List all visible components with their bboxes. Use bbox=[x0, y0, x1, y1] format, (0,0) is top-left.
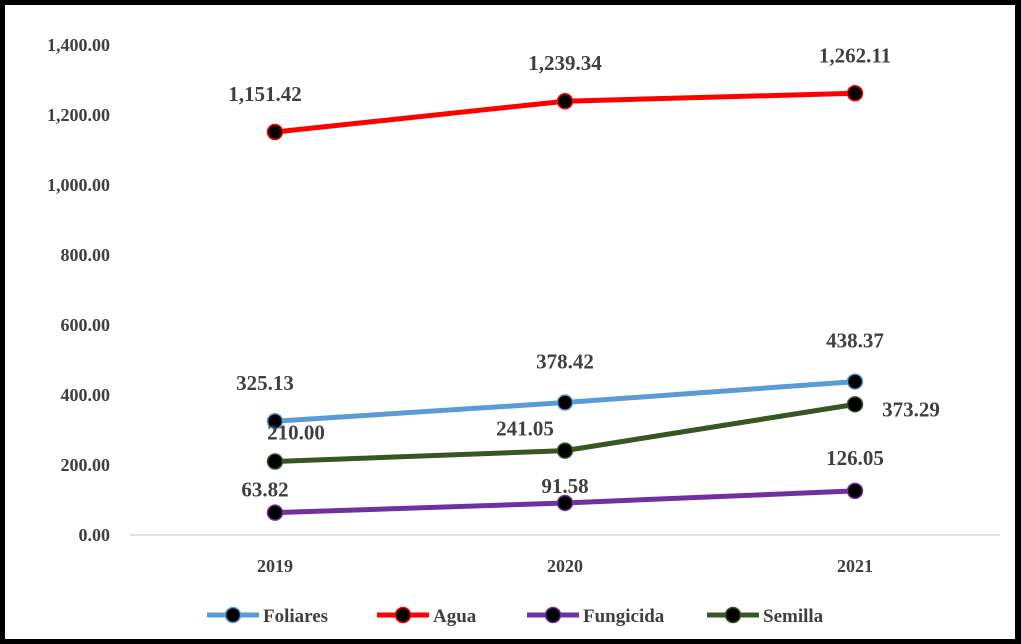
y-tick-label: 200.00 bbox=[61, 455, 111, 475]
legend-marker-agua bbox=[394, 606, 412, 624]
y-tick-label: 800.00 bbox=[61, 245, 111, 265]
data-label-agua: 1,239.34 bbox=[528, 51, 602, 75]
data-label-fungicida: 91.58 bbox=[541, 474, 588, 498]
data-label-foliares: 438.37 bbox=[826, 329, 884, 353]
data-label-semilla: 241.05 bbox=[496, 417, 554, 441]
data-point-foliares bbox=[846, 373, 864, 390]
data-point-agua bbox=[846, 85, 864, 102]
y-tick-label: 0.00 bbox=[79, 525, 111, 545]
data-point-semilla bbox=[556, 442, 574, 459]
legend-label-foliares: Foliares bbox=[263, 606, 328, 627]
data-point-semilla bbox=[266, 453, 284, 470]
data-point-agua bbox=[266, 123, 284, 141]
legend-marker-semilla bbox=[724, 606, 742, 624]
data-label-semilla: 210.00 bbox=[267, 421, 325, 445]
legend-label-fungicida: Fungicida bbox=[583, 606, 665, 627]
y-tick-label: 1,400.00 bbox=[47, 35, 110, 55]
data-label-foliares: 325.13 bbox=[236, 371, 294, 395]
legend-marker-foliares bbox=[224, 606, 242, 624]
data-label-fungicida: 63.82 bbox=[241, 478, 288, 502]
data-label-agua: 1,262.11 bbox=[819, 43, 891, 67]
data-labels: 325.13 378.42 438.37 1,151.42 1,239.34 1,262.… bbox=[228, 43, 940, 501]
data-label-fungicida: 126.05 bbox=[826, 446, 884, 470]
data-point-fungicida bbox=[556, 494, 574, 512]
data-point-fungicida bbox=[846, 482, 864, 500]
y-tick-label: 600.00 bbox=[61, 315, 111, 335]
legend: Foliares Agua Fungicida Semilla bbox=[207, 606, 824, 627]
y-tick-label: 1,200.00 bbox=[47, 105, 110, 125]
data-point-semilla bbox=[846, 396, 864, 413]
legend-label-semilla: Semilla bbox=[763, 606, 824, 627]
data-point-foliares bbox=[266, 412, 284, 430]
legend-label-agua: Agua bbox=[433, 606, 477, 627]
data-point-agua bbox=[556, 92, 574, 110]
x-tick-label: 2020 bbox=[547, 556, 583, 576]
data-point-fungicida bbox=[266, 504, 284, 521]
x-tick-label: 2021 bbox=[837, 556, 873, 576]
legend-marker-fungicida bbox=[544, 606, 562, 624]
x-tick-label: 2019 bbox=[257, 556, 293, 576]
data-label-foliares: 378.42 bbox=[536, 350, 594, 374]
axes: 0.00 200.00 400.00 600.00 800.00 1,000.00 1,20… bbox=[47, 35, 1000, 576]
series-layer bbox=[266, 85, 864, 521]
data-label-semilla: 373.29 bbox=[882, 397, 940, 421]
y-tick-label: 1,000.00 bbox=[47, 175, 110, 195]
y-tick-label: 400.00 bbox=[61, 385, 111, 405]
data-label-agua: 1,151.42 bbox=[228, 82, 302, 106]
data-point-foliares bbox=[556, 394, 574, 411]
